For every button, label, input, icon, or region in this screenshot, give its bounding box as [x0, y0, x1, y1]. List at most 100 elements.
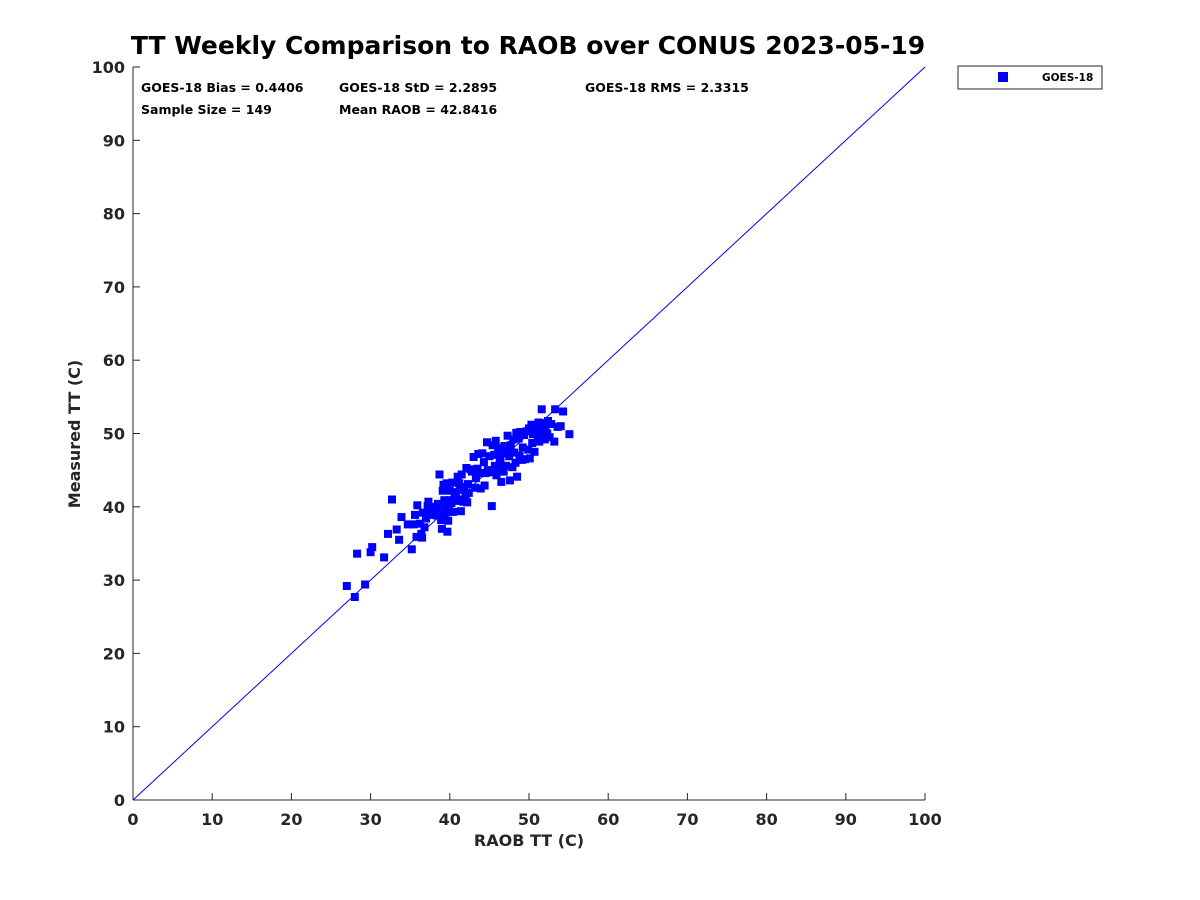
- data-point: [432, 505, 441, 513]
- data-point: [494, 464, 503, 473]
- data-point: [547, 420, 556, 428]
- stat-sample-size: Sample Size = 149: [141, 102, 272, 117]
- data-point: [502, 461, 510, 470]
- y-tick-label: 60: [103, 351, 125, 370]
- data-point: [488, 441, 497, 450]
- x-tick-label: 70: [676, 810, 698, 829]
- data-point: [530, 447, 539, 456]
- y-tick-label: 70: [103, 278, 125, 297]
- x-axis-label: RAOB TT (C): [474, 831, 584, 850]
- x-ticks: 0 10 20 30 40 50 60 70 80 90 100: [127, 793, 942, 829]
- data-point: [457, 470, 466, 479]
- data-point: [361, 580, 370, 589]
- data-point: [500, 442, 509, 450]
- data-point: [342, 582, 351, 590]
- data-point: [464, 488, 473, 497]
- data-point: [534, 418, 543, 427]
- data-point: [447, 499, 456, 508]
- stat-mean-raob: Mean RAOB = 42.8416: [339, 102, 497, 117]
- x-tick-label: 20: [280, 810, 302, 829]
- data-point: [437, 516, 446, 524]
- data-point: [469, 453, 478, 461]
- data-point: [491, 436, 500, 445]
- data-point: [411, 510, 419, 519]
- data-point: [460, 485, 469, 494]
- data-point: [503, 431, 512, 440]
- data-point: [353, 549, 362, 558]
- data-point: [511, 458, 520, 467]
- x-tick-label: 50: [518, 810, 540, 829]
- data-points: [342, 405, 574, 601]
- data-point: [505, 452, 514, 461]
- data-point: [415, 519, 424, 528]
- x-tick-label: 0: [127, 810, 138, 829]
- data-point: [456, 507, 465, 516]
- data-point: [528, 439, 537, 447]
- data-point: [475, 469, 484, 478]
- data-point: [464, 480, 472, 489]
- data-point: [412, 532, 421, 541]
- data-point: [521, 455, 529, 464]
- data-point: [527, 420, 536, 429]
- data-point: [485, 452, 494, 461]
- y-tick-label: 20: [103, 644, 125, 663]
- stat-std: GOES-18 StD = 2.2895: [339, 80, 497, 95]
- data-point: [551, 405, 560, 414]
- data-point: [452, 488, 461, 497]
- stat-rms: GOES-18 RMS = 2.3315: [585, 80, 749, 95]
- data-point: [497, 477, 506, 486]
- data-point: [506, 441, 515, 450]
- data-point: [407, 545, 416, 554]
- data-point: [463, 498, 472, 507]
- data-point: [494, 444, 503, 453]
- data-point: [540, 435, 549, 444]
- data-point: [418, 533, 427, 542]
- data-point: [443, 527, 452, 536]
- legend: GOES-18: [957, 65, 1103, 90]
- data-point: [468, 467, 476, 476]
- data-point: [392, 525, 401, 534]
- data-point: [384, 529, 392, 538]
- y-tick-label: 50: [103, 425, 125, 444]
- data-point: [366, 548, 375, 557]
- data-point: [448, 478, 457, 487]
- x-tick-label: 40: [439, 810, 461, 829]
- data-point: [490, 450, 499, 459]
- data-point: [478, 449, 487, 458]
- data-point: [479, 458, 488, 467]
- y-tick-label: 80: [103, 205, 125, 224]
- data-point: [420, 523, 429, 532]
- stat-bias: GOES-18 Bias = 0.4406: [141, 80, 304, 95]
- data-point: [449, 507, 457, 516]
- data-point: [433, 499, 442, 508]
- x-tick-label: 60: [597, 810, 619, 829]
- data-point: [498, 449, 507, 458]
- data-point: [424, 497, 433, 506]
- x-tick-label: 10: [201, 810, 223, 829]
- data-point: [433, 511, 442, 520]
- data-point: [541, 422, 550, 431]
- data-point: [535, 437, 544, 446]
- data-point: [502, 446, 511, 455]
- y-axis-label: Measured TT (C): [65, 360, 84, 508]
- data-point: [368, 543, 377, 552]
- data-point: [550, 437, 559, 446]
- data-point: [440, 496, 449, 505]
- data-point: [350, 593, 359, 601]
- data-point: [556, 422, 565, 431]
- x-tick-label: 80: [755, 810, 777, 829]
- data-point: [508, 463, 517, 472]
- data-point: [514, 434, 523, 443]
- y-tick-label: 10: [103, 718, 125, 737]
- legend-box: [957, 65, 1103, 90]
- x-tick-label: 100: [908, 810, 941, 829]
- data-point: [533, 432, 542, 441]
- data-point: [559, 407, 568, 416]
- data-point: [531, 427, 540, 436]
- data-point: [545, 433, 554, 442]
- data-point: [445, 486, 454, 495]
- data-point: [525, 454, 534, 463]
- data-point: [518, 443, 527, 452]
- data-point: [403, 520, 412, 529]
- y-tick-label: 0: [114, 791, 125, 810]
